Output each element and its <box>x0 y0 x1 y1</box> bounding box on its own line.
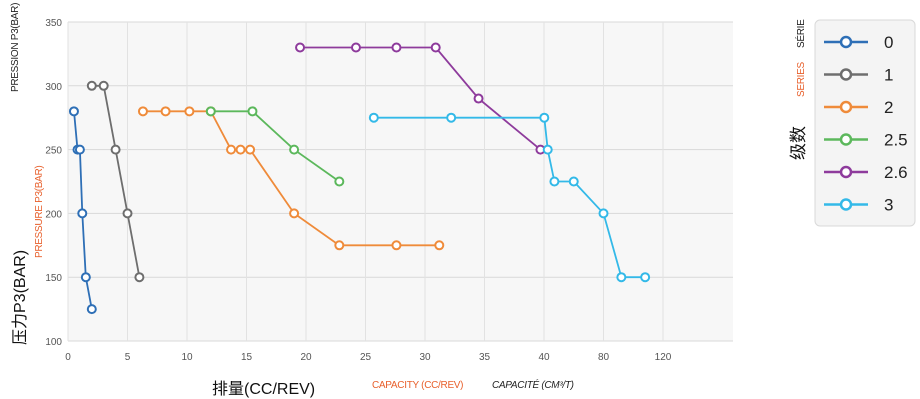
y-tick-label: 300 <box>45 82 62 93</box>
x-tick-label: 120 <box>655 352 672 363</box>
data-point <box>247 106 258 117</box>
legend: 0 1 2 2.5 2.6 3 <box>814 19 916 227</box>
x-tick-label: 15 <box>241 352 253 363</box>
series-2.6 <box>295 42 546 155</box>
series-3 <box>368 112 651 283</box>
y-tick-label: 250 <box>45 146 62 157</box>
series-2 <box>137 106 445 251</box>
x-tick-label: 25 <box>360 352 372 363</box>
legend-item: 2.6 <box>824 163 908 182</box>
x-axis-title-fr: CAPACITÉ (CM³/T) <box>492 380 574 391</box>
data-point <box>350 42 361 53</box>
legend-item: 1 <box>824 66 893 85</box>
data-point <box>368 112 379 123</box>
data-point <box>640 272 651 283</box>
data-point <box>289 208 300 219</box>
y-axis-ticks: 100 150 200 250 300 350 <box>45 18 62 348</box>
y-tick-label: 150 <box>45 273 62 284</box>
data-point <box>160 106 171 117</box>
legend-item: 2.5 <box>824 131 908 150</box>
data-point <box>80 272 91 283</box>
data-point <box>391 240 402 251</box>
y-axis-title-zh: 压力P3(BAR) <box>12 249 29 345</box>
data-point <box>434 240 445 251</box>
data-point <box>542 144 553 155</box>
data-point <box>184 106 195 117</box>
legend-marker <box>839 35 853 49</box>
data-point <box>235 144 246 155</box>
legend-item: 2 <box>824 98 893 117</box>
data-point <box>334 176 345 187</box>
data-point <box>110 144 121 155</box>
legend-label: 2.6 <box>884 163 908 182</box>
x-axis-title-zh: 排量(CC/REV) <box>212 381 316 398</box>
data-point <box>77 208 88 219</box>
legend-marker <box>839 165 853 179</box>
data-point <box>245 144 256 155</box>
data-point <box>473 93 484 104</box>
legend-item: 3 <box>824 196 893 215</box>
legend-label: 3 <box>884 196 893 215</box>
legend-box <box>814 19 916 227</box>
series-line <box>73 111 93 310</box>
legend-label: 2.5 <box>884 131 908 150</box>
data-point <box>430 42 441 53</box>
y-tick-label: 100 <box>45 337 62 348</box>
x-tick-label: 20 <box>300 352 312 363</box>
x-axis-ticks: 0 5 10 15 20 25 30 35 40 80 120 <box>65 352 672 363</box>
series-0 <box>68 106 97 315</box>
legend-title-en: SERIES <box>796 62 807 97</box>
data-point <box>289 144 300 155</box>
data-point <box>98 80 109 91</box>
legend-marker <box>839 68 853 81</box>
series-line <box>300 46 541 151</box>
data-point <box>122 208 133 219</box>
series-line <box>210 110 340 183</box>
legend-title-zh: 级数 <box>789 126 808 160</box>
data-point <box>334 240 345 251</box>
data-point <box>616 272 627 283</box>
data-point <box>598 208 609 219</box>
data-point <box>205 106 216 117</box>
legend-label: 2 <box>884 98 893 117</box>
data-point <box>68 106 79 117</box>
data-point <box>391 42 402 53</box>
x-tick-label: 40 <box>538 352 550 363</box>
x-tick-label: 5 <box>125 352 131 363</box>
x-tick-label: 10 <box>181 352 193 363</box>
data-point <box>295 42 306 53</box>
plot-area <box>68 22 733 341</box>
grid <box>67 21 733 342</box>
series-lines <box>68 42 651 315</box>
legend-label: 1 <box>884 66 893 85</box>
data-point <box>446 112 457 123</box>
data-point <box>568 176 579 187</box>
x-tick-label: 0 <box>65 352 71 363</box>
x-tick-label: 80 <box>598 352 610 363</box>
data-point <box>539 112 550 123</box>
series-1 <box>86 80 145 283</box>
legend-marker <box>839 100 853 114</box>
data-point <box>549 176 560 187</box>
legend-label: 0 <box>884 33 893 52</box>
legend-marker <box>839 133 853 146</box>
data-point <box>74 144 85 155</box>
y-axis-title-en: PRESSURE P3(BAR) <box>34 165 45 258</box>
y-axis-title-fr: PRESSION P3(BAR) <box>10 2 21 92</box>
y-tick-label: 350 <box>45 18 62 29</box>
legend-item: 0 <box>824 33 893 52</box>
legend-title-fr: SÉRIE <box>796 19 807 48</box>
data-point <box>226 144 237 155</box>
x-tick-label: 35 <box>479 352 491 363</box>
legend-marker <box>839 198 853 211</box>
data-point <box>86 80 97 91</box>
data-point <box>86 304 97 315</box>
y-tick-label: 200 <box>45 209 62 220</box>
x-tick-label: 30 <box>419 352 431 363</box>
series-2.5 <box>205 106 345 187</box>
data-point <box>134 272 145 283</box>
x-axis-title-en: CAPACITY (CC/REV) <box>372 380 464 391</box>
data-point <box>137 106 148 117</box>
